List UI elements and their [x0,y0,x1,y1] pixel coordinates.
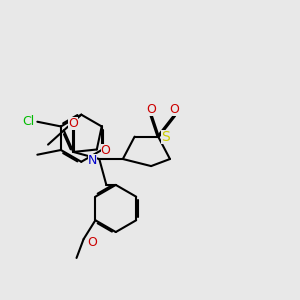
Text: O: O [101,144,111,157]
Text: O: O [146,103,156,116]
Text: S: S [161,130,170,144]
Text: O: O [170,103,180,116]
Text: O: O [68,117,78,130]
Text: O: O [88,236,98,248]
Text: Cl: Cl [22,115,34,128]
Text: N: N [88,154,97,167]
